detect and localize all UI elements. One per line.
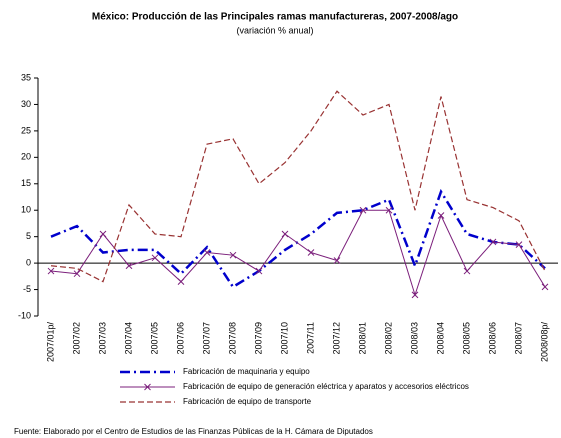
point-marker: [359, 206, 367, 214]
x-tick-label: 2007/11: [305, 322, 315, 354]
point-marker: [151, 254, 159, 262]
source: Fuente: Elaborado por el Centro de Estud…: [14, 427, 373, 436]
x-tick-label: 2008/01: [357, 322, 367, 355]
x-tick-label: 2008/04: [435, 322, 445, 355]
point-marker: [307, 249, 315, 256]
point-marker: [333, 257, 341, 264]
x-tick-label: 2007/05: [149, 322, 159, 355]
legend-marker: [144, 383, 151, 391]
x-tick-label: 2007/07: [201, 322, 211, 355]
point-marker: [73, 270, 81, 278]
series-line: [50, 209, 546, 297]
x-tick-label: 2007/03: [97, 322, 107, 355]
x-tick-label: 2007/10: [279, 322, 289, 355]
point-marker: [229, 251, 237, 259]
legend-label: Fabricación de equipo de transporte: [183, 397, 312, 406]
point-marker: [255, 267, 263, 275]
x-tick-label: 2007/12: [331, 322, 341, 355]
x-tick-label: 2007/01p/: [45, 322, 55, 363]
chart-subtitle: (variación % anual): [236, 25, 313, 35]
series-line: [50, 90, 546, 283]
y-tick-label: 5: [26, 231, 31, 241]
point-marker: [125, 262, 133, 270]
chart-title: México: Producción de las Principales ra…: [92, 12, 458, 23]
series-line: [50, 188, 546, 289]
point-marker: [489, 238, 497, 246]
y-tick-label: -10: [18, 310, 31, 320]
y-tick-label: 0: [26, 257, 31, 267]
legend-label: Fabricación de maquinaria y equipo: [183, 367, 310, 376]
y-tick-label: 25: [21, 125, 31, 135]
point-marker: [515, 241, 523, 248]
x-tick-label: 2008/03: [409, 322, 419, 355]
point-marker: [437, 212, 445, 219]
x-tick-label: 2007/04: [123, 322, 133, 355]
y-tick-label: 10: [21, 205, 31, 215]
y-tick-label: 30: [21, 99, 31, 109]
x-tick-label: 2007/08: [227, 322, 237, 355]
point-marker: [385, 206, 393, 214]
x-tick-label: 2008/06: [487, 322, 497, 355]
x-tick-label: 2007/02: [71, 322, 81, 355]
x-tick-label: 2008/02: [383, 322, 393, 355]
point-marker: [47, 267, 55, 275]
x-tick-label: 2008/05: [461, 322, 471, 355]
y-tick-label: 35: [21, 72, 31, 82]
x-tick-label: 2008/08p/: [539, 322, 549, 363]
point-marker: [463, 267, 471, 275]
y-tick-label: -5: [23, 284, 31, 294]
legend-label: Fabricación de equipo de generación eléc…: [183, 382, 469, 391]
point-marker: [281, 230, 289, 238]
x-tick-label: 2008/07: [513, 322, 523, 355]
point-marker: [177, 278, 185, 285]
y-tick-label: 15: [21, 178, 31, 188]
point-marker: [203, 249, 211, 256]
x-tick-label: 2007/09: [253, 322, 263, 355]
point-marker: [541, 283, 549, 291]
point-marker: [99, 230, 107, 238]
point-marker: [411, 291, 419, 299]
x-tick-label: 2007/06: [175, 322, 185, 355]
y-tick-label: 20: [21, 152, 31, 162]
